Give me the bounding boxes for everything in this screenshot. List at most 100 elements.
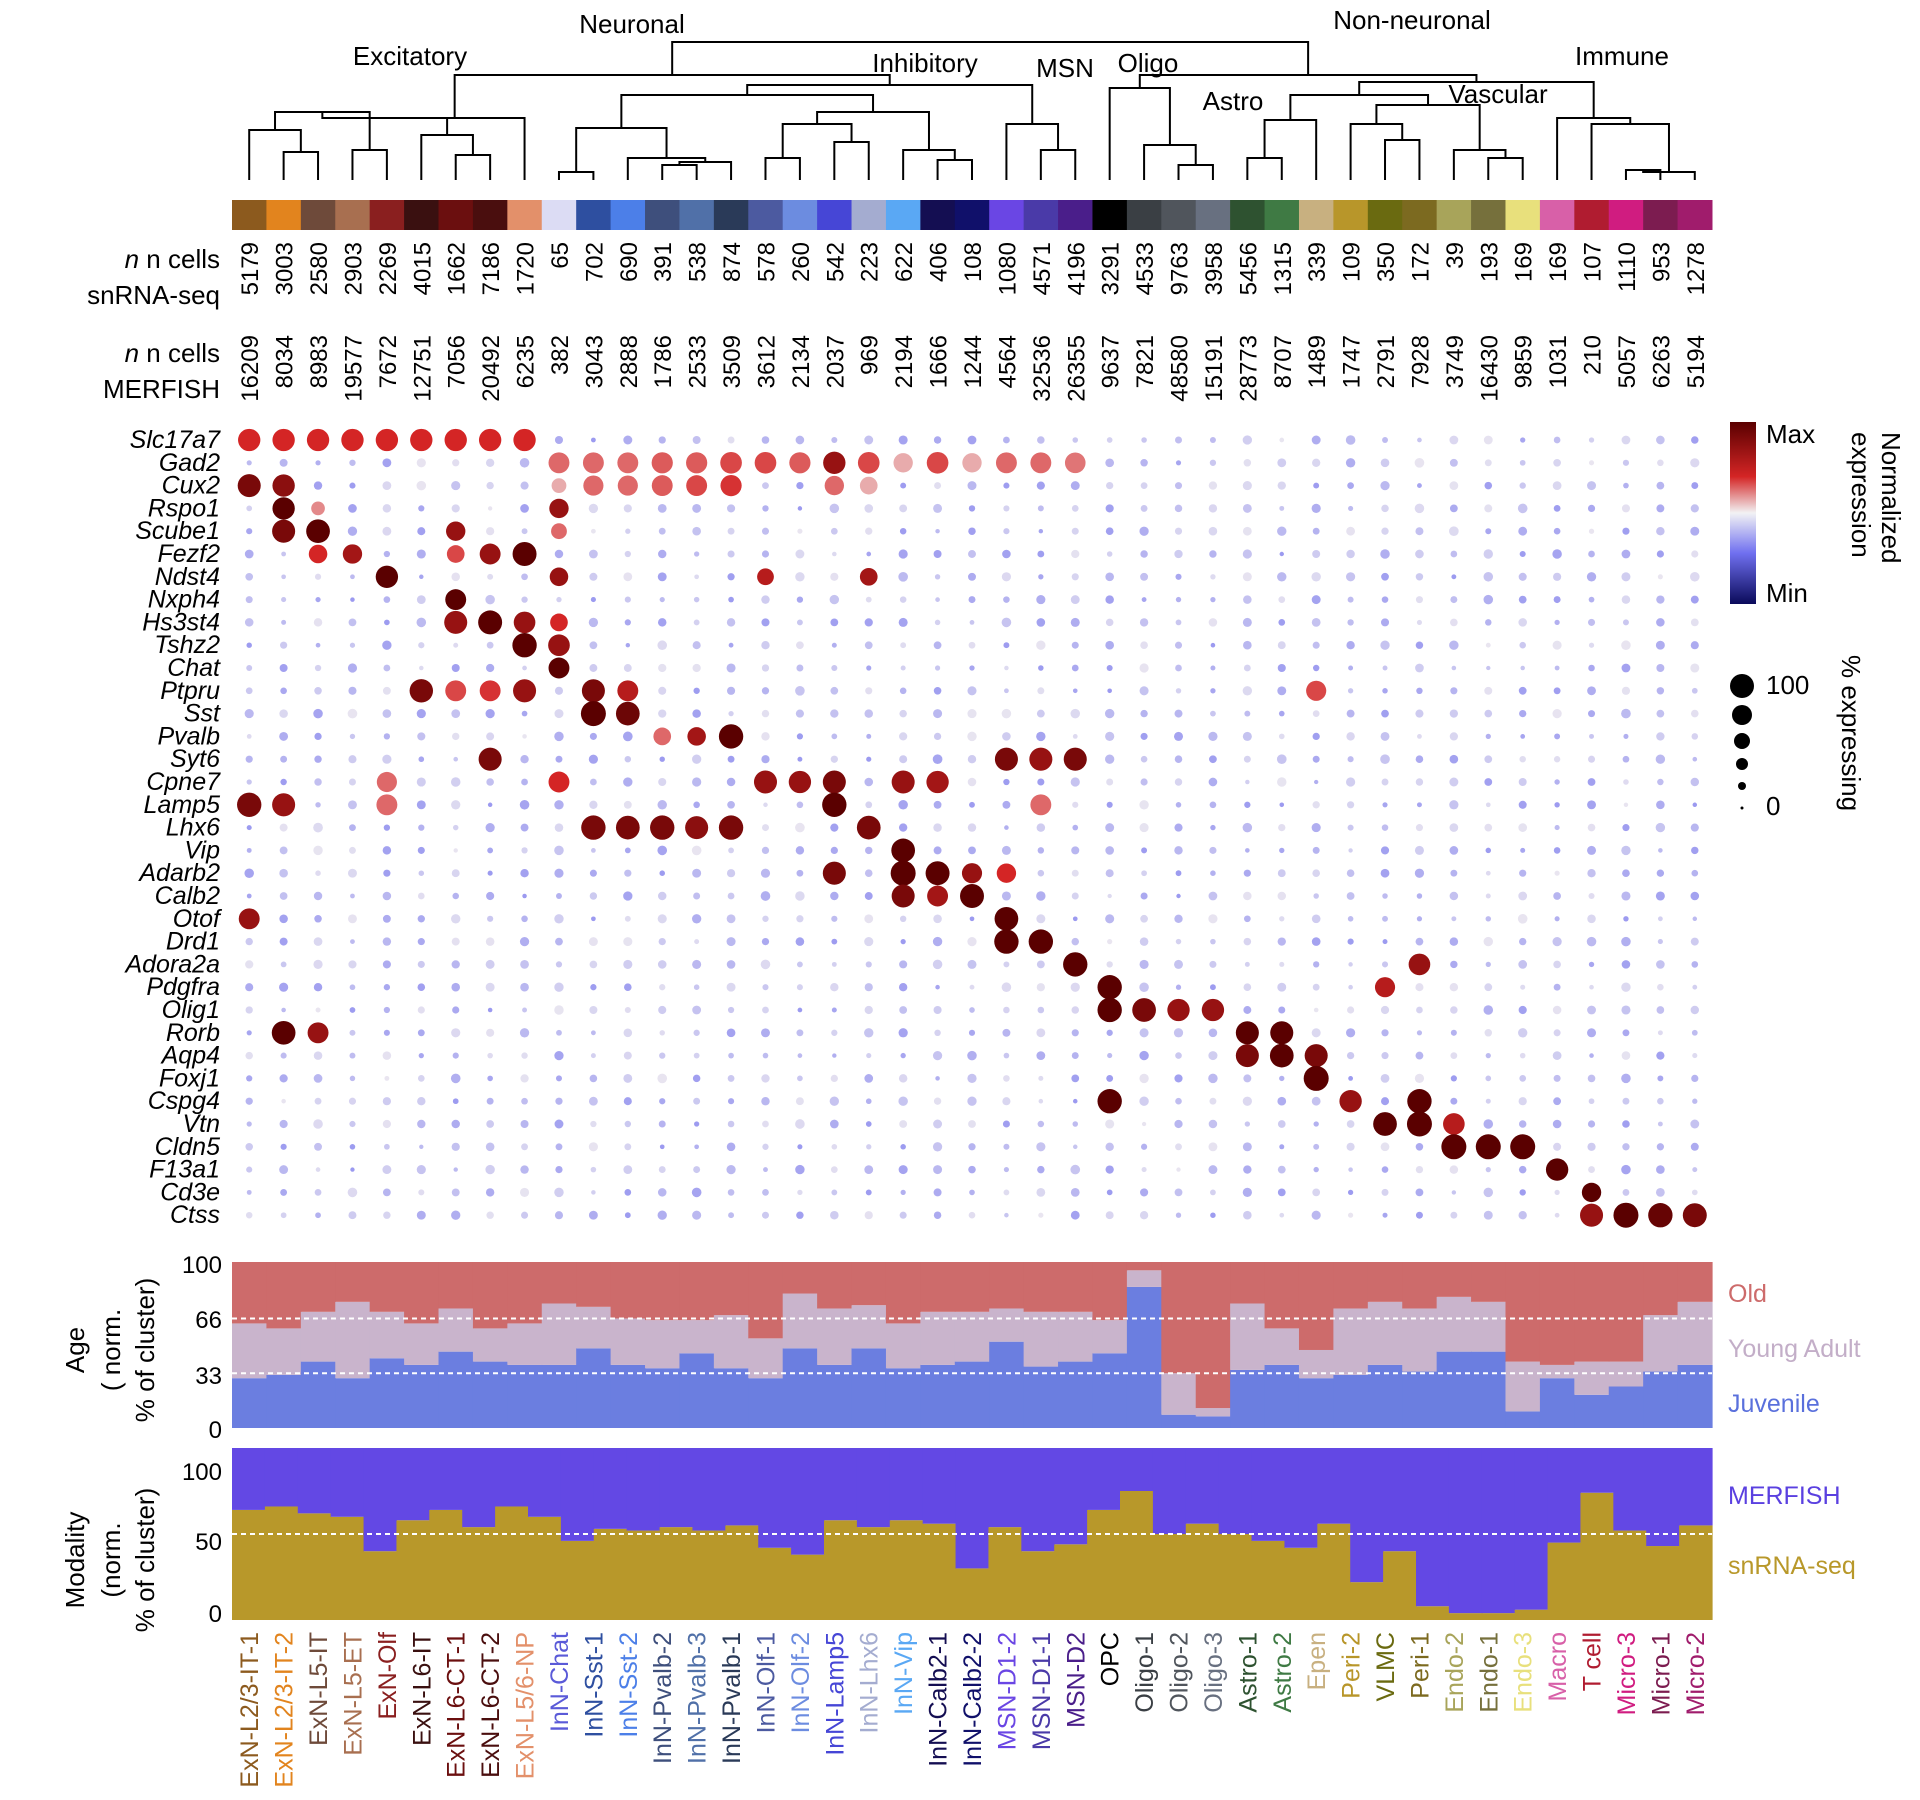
expression-dot (281, 1098, 286, 1104)
age-bar-segment (438, 1308, 474, 1352)
expression-dot (513, 679, 537, 703)
expression-dot (383, 1029, 390, 1036)
expression-dot (761, 755, 770, 764)
expression-dot (1656, 800, 1665, 810)
expression-dot (1484, 504, 1493, 513)
expression-dot (831, 733, 838, 740)
cluster-label: InN-Sst-2 (615, 1632, 643, 1738)
expression-dot (761, 709, 770, 718)
modality-bar-segment (856, 1448, 891, 1528)
expression-dot (244, 549, 254, 559)
expression-dot (726, 937, 736, 947)
expression-dot (348, 960, 357, 969)
age-bar-segment (1195, 1262, 1231, 1409)
ncell-count-merfish: 9637 (1098, 335, 1125, 388)
expression-dot (416, 458, 426, 468)
expression-dot (452, 732, 460, 741)
age-bar-segment (1677, 1262, 1713, 1302)
gene-label: Foxj1 (159, 1064, 220, 1092)
expression-dot (382, 1119, 391, 1129)
expression-dot (1552, 936, 1562, 947)
expression-dot (314, 1189, 322, 1196)
expression-dot (314, 664, 322, 672)
expression-dot (519, 1028, 530, 1038)
expression-dot (554, 1005, 564, 1015)
ncell-count-merfish: 2533 (685, 335, 712, 388)
expression-dot (899, 1006, 908, 1014)
expression-dot (623, 937, 633, 947)
size-legend-dot-50 (1734, 733, 1750, 749)
expression-dot (279, 709, 288, 718)
expression-dot (796, 1029, 804, 1037)
expression-dot (520, 982, 529, 992)
expression-dot (1655, 754, 1666, 764)
expression-dot (1245, 779, 1250, 785)
expression-dot (487, 1007, 493, 1013)
expression-dot (1450, 687, 1458, 695)
expression-dot (969, 665, 975, 671)
gene-label: Rspo1 (148, 494, 220, 522)
age-bar-segment (232, 1323, 268, 1379)
dendrogram-link (321, 112, 449, 135)
expression-dot (1657, 1097, 1664, 1105)
expression-dot (555, 1143, 563, 1151)
expression-dot (1520, 734, 1526, 739)
modality-tick-0: 0 (209, 1601, 222, 1628)
expression-dot (1175, 436, 1183, 444)
expression-dot (417, 938, 425, 946)
expression-dot (1518, 777, 1527, 787)
ncell-count-merfish: 6235 (513, 335, 540, 388)
age-bar-segment (1264, 1364, 1300, 1428)
expression-dot (244, 709, 254, 719)
expression-dot (1382, 893, 1388, 899)
expression-dot (1070, 1188, 1080, 1197)
expression-dot (280, 755, 288, 763)
expression-dot (1001, 845, 1011, 855)
expression-dot (1004, 665, 1009, 671)
expression-dot (1036, 823, 1046, 832)
expression-dot (1208, 504, 1218, 513)
expression-dot (522, 665, 527, 671)
gene-label: Syt6 (170, 745, 220, 773)
expression-dot (617, 452, 639, 474)
expression-dot (1345, 435, 1356, 445)
expression-dot (1210, 574, 1216, 580)
expression-dot (1682, 1203, 1707, 1228)
cluster-label: ExN-L5-IT (305, 1632, 333, 1746)
expression-dot (246, 893, 252, 899)
modality-bar-segment (396, 1520, 430, 1620)
expression-dot (245, 983, 254, 992)
expression-dot (1381, 527, 1389, 535)
expression-dot (797, 1007, 803, 1013)
expression-dot (1140, 755, 1148, 763)
expression-dot (1588, 961, 1595, 968)
cluster-label: ExN-L6-CT-1 (443, 1632, 471, 1778)
expression-dot (829, 1119, 839, 1129)
expression-dot (1655, 1188, 1665, 1197)
expression-dot (487, 506, 493, 511)
expression-dot (1243, 1165, 1252, 1174)
cluster-label: Endo-3 (1510, 1632, 1538, 1713)
expression-dot (1312, 983, 1320, 991)
expression-dot (727, 1189, 735, 1196)
expression-dot (452, 892, 459, 900)
expression-dot (348, 800, 357, 810)
expression-dot (859, 567, 878, 586)
expression-dot (1381, 1029, 1389, 1037)
dendro-label-inhibitory: Inhibitory (872, 48, 978, 78)
expression-dot (1416, 1006, 1423, 1014)
modality-bar-segment (725, 1525, 759, 1620)
modality-composition-chart (232, 1448, 1713, 1620)
expression-dot (451, 572, 460, 582)
expression-dot (313, 708, 323, 719)
ncell-count-merfish: 8983 (306, 335, 333, 388)
expression-dot (1036, 618, 1046, 627)
expression-dot (1622, 824, 1630, 832)
expression-dot (1657, 459, 1664, 467)
expression-dot (487, 870, 493, 876)
expression-dot (1036, 891, 1046, 901)
expression-dot (1415, 778, 1424, 786)
age-bar-segment (851, 1305, 887, 1349)
age-bar-segment (1539, 1378, 1575, 1428)
